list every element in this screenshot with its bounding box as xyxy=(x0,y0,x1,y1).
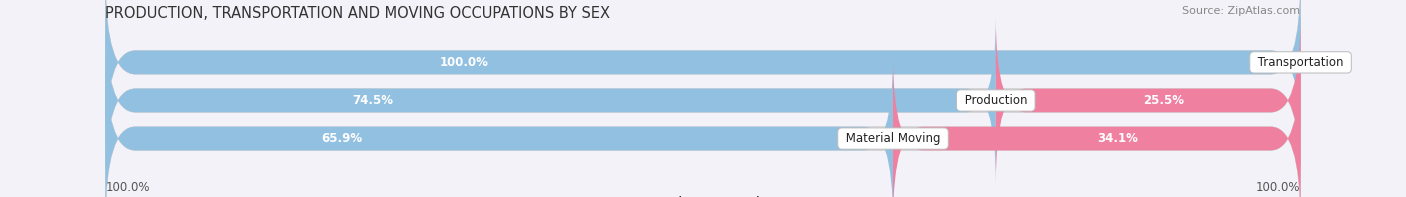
Text: 100.0%: 100.0% xyxy=(105,181,150,194)
FancyBboxPatch shape xyxy=(105,55,893,197)
FancyBboxPatch shape xyxy=(105,55,1301,197)
FancyBboxPatch shape xyxy=(105,0,1301,146)
Text: 100.0%: 100.0% xyxy=(440,56,488,69)
Text: 65.9%: 65.9% xyxy=(321,132,363,145)
FancyBboxPatch shape xyxy=(893,55,1301,197)
Text: Production: Production xyxy=(960,94,1031,107)
Text: Transportation: Transportation xyxy=(1254,56,1347,69)
Text: 34.1%: 34.1% xyxy=(1097,132,1137,145)
Text: Source: ZipAtlas.com: Source: ZipAtlas.com xyxy=(1182,6,1301,16)
Text: 74.5%: 74.5% xyxy=(352,94,394,107)
FancyBboxPatch shape xyxy=(105,0,1301,146)
Legend: Male, Female: Male, Female xyxy=(633,191,773,197)
Text: 25.5%: 25.5% xyxy=(1143,94,1184,107)
FancyBboxPatch shape xyxy=(105,17,995,184)
Text: PRODUCTION, TRANSPORTATION AND MOVING OCCUPATIONS BY SEX: PRODUCTION, TRANSPORTATION AND MOVING OC… xyxy=(105,6,610,21)
Text: Material Moving: Material Moving xyxy=(842,132,945,145)
Text: 100.0%: 100.0% xyxy=(1256,181,1301,194)
FancyBboxPatch shape xyxy=(995,17,1301,184)
FancyBboxPatch shape xyxy=(105,17,1301,184)
